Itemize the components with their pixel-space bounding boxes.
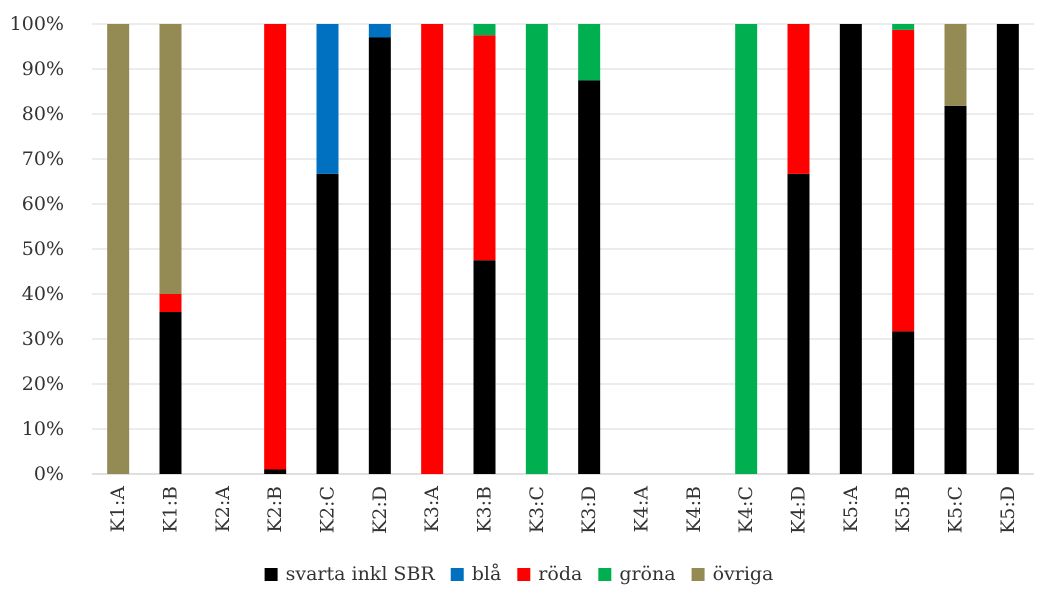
gridlines [92,23,1034,475]
legend-item: gröna [598,563,676,585]
y-tick-label: 20% [22,373,64,395]
bar-segment [578,80,601,474]
x-tick-label: K5:A [840,486,862,533]
bar-segment [892,29,915,332]
bar-segment [839,24,862,474]
legend-label: gröna [619,563,675,585]
legend-swatch [264,568,278,581]
y-tick-label: 90% [22,58,64,80]
x-tick-label: K1:B [160,486,182,533]
legend-label: blå [472,563,502,585]
x-tick-label: K2:C [317,486,339,533]
y-axis: 0% 10% 20% 30% 40% 50% 60% 70% 80% 90% 100% [10,13,64,485]
y-tick-label: 10% [22,418,64,440]
bar-segment [159,294,182,312]
x-tick-label: K5:D [997,486,1019,534]
x-tick-label: K4:C [735,486,757,533]
bar-segment [944,105,967,475]
x-axis: K1:A K1:B K2:A K2:B K2:C K2:D K3:A K3:B K3:C K3:D… [107,486,1019,534]
legend-label: övriga [713,563,774,585]
bar-segment [525,24,548,474]
x-tick-label: K2:D [369,486,391,534]
bar-segment [473,260,496,474]
x-tick-label: K3:D [578,486,600,534]
x-tick-label: K5:C [945,486,967,533]
legend-label: svarta inkl SBR [286,563,436,585]
y-tick-label: 70% [22,148,64,170]
x-tick-label: K3:B [474,486,496,533]
y-tick-label: 0% [34,463,64,485]
bar-segment [473,24,496,36]
x-tick-label: K3:C [526,486,548,533]
bar-segment [107,24,130,474]
legend-swatch [691,568,705,581]
legend: svarta inkl SBR blå röda gröna övriga [264,563,774,585]
x-tick-label: K4:A [631,486,653,533]
bar-segment [368,24,391,38]
bar-segment [735,24,758,474]
bar-segment [316,24,339,174]
bar-segment [421,24,444,474]
bar-segment [578,24,601,81]
bar-segment [892,331,915,474]
legend-item: svarta inkl SBR [264,563,436,585]
legend-swatch [450,568,464,581]
bar-segment [473,35,496,261]
bar-segment [368,37,391,474]
legend-item: blå [450,563,502,585]
bar-segment [264,24,287,470]
bar-segment [159,312,182,474]
y-tick-label: 60% [22,193,64,215]
legend-item: röda [517,563,582,585]
y-tick-label: 40% [22,283,64,305]
bar-segment [892,24,915,30]
legend-label: röda [538,563,582,585]
x-tick-label: K5:B [892,486,914,533]
x-tick-label: K1:A [107,486,129,533]
bar-segment [787,173,810,474]
x-tick-label: K4:B [683,486,705,533]
x-tick-label: K3:A [421,486,443,533]
legend-swatch [598,568,612,581]
bar-segment [316,173,339,474]
x-tick-label: K4:D [788,486,810,534]
y-tick-label: 50% [22,238,64,260]
bar-segment [944,24,967,106]
bar-segment [787,24,810,174]
x-tick-label: K2:A [212,486,234,533]
y-tick-label: 30% [22,328,64,350]
x-tick-label: K2:B [264,486,286,533]
legend-item: övriga [691,563,774,585]
y-tick-label: 100% [10,13,64,35]
y-tick-label: 80% [22,103,64,125]
bar-segment [264,469,287,474]
bars [107,24,1019,475]
legend-swatch [517,568,531,581]
bar-segment [159,24,182,294]
bar-segment [996,24,1019,474]
